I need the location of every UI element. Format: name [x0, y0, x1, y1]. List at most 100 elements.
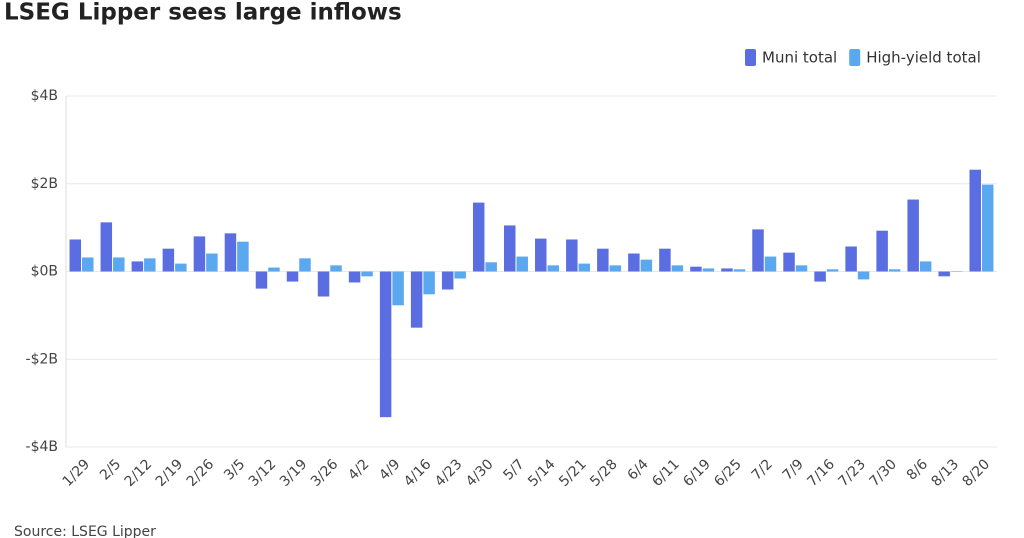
x-tick-label: 4/9	[376, 456, 403, 483]
bar	[193, 236, 206, 272]
y-tick-label: $2B	[31, 176, 58, 192]
bar	[857, 271, 870, 280]
bar	[969, 169, 981, 272]
legend-swatch	[745, 49, 756, 66]
bar	[268, 267, 280, 272]
bar	[516, 256, 528, 272]
x-tick-label: 6/11	[649, 456, 683, 490]
bar	[628, 253, 640, 272]
bar	[286, 271, 299, 282]
bar	[845, 246, 857, 272]
bar	[82, 257, 94, 272]
bar	[783, 252, 795, 272]
bar	[535, 238, 547, 272]
x-tick-label: 7/16	[804, 456, 838, 490]
bar	[410, 271, 423, 328]
bar	[640, 259, 653, 272]
x-tick-label: 2/5	[97, 456, 124, 483]
legend-label: Muni total	[762, 49, 837, 67]
bar	[826, 269, 839, 272]
bar	[423, 271, 435, 295]
bar	[733, 269, 746, 272]
bar	[206, 253, 218, 272]
bar	[609, 265, 622, 272]
bar	[659, 248, 671, 272]
bar	[224, 233, 237, 272]
bar	[578, 263, 591, 272]
x-tick-label: 7/2	[749, 456, 776, 483]
x-tick-label: 7/9	[780, 456, 807, 483]
x-tick-label: 3/26	[308, 456, 342, 490]
x-tick-label: 2/12	[122, 456, 156, 490]
x-tick-label: 5/21	[556, 456, 590, 490]
y-tick-label: $4B	[31, 88, 58, 104]
x-tick-label: 7/23	[835, 456, 869, 490]
bar	[113, 257, 125, 272]
source: Source: LSEG Lipper	[14, 524, 156, 538]
x-tick-label: 1/29	[60, 456, 94, 490]
x-tick-label: 3/5	[221, 456, 248, 483]
x-tick-label: 6/25	[711, 456, 745, 490]
x-tick-label: 8/6	[904, 456, 931, 483]
x-tick-label: 3/12	[246, 456, 280, 490]
bar	[144, 258, 156, 272]
x-tick-label: 7/30	[866, 456, 900, 490]
x-tick-label: 4/30	[463, 456, 497, 490]
legend-label: High-yield total	[866, 49, 981, 67]
y-tick-label: -$4B	[26, 439, 58, 455]
bar	[131, 261, 144, 272]
bar	[752, 229, 764, 272]
x-tick-label: 6/19	[680, 456, 714, 490]
bar	[504, 225, 516, 272]
bar	[299, 258, 311, 272]
bar	[764, 256, 777, 272]
bar	[876, 230, 888, 272]
bar	[814, 271, 826, 282]
bar	[237, 241, 249, 272]
bar	[795, 265, 808, 272]
bar	[907, 199, 919, 272]
bar	[702, 268, 715, 272]
bar	[690, 266, 702, 272]
x-tick-label: 3/19	[277, 456, 311, 490]
bar	[317, 271, 330, 297]
bar	[330, 265, 342, 272]
bar	[175, 263, 187, 272]
bar	[69, 239, 82, 272]
bar	[348, 271, 361, 283]
x-tick-label: 8/20	[960, 456, 994, 490]
bar	[671, 265, 684, 272]
bar	[162, 248, 175, 272]
x-tick-label: 5/28	[587, 456, 621, 490]
x-tick-label: 2/19	[153, 456, 187, 490]
x-tick-label: 5/7	[500, 456, 527, 483]
bar	[938, 271, 950, 277]
bar	[472, 202, 485, 272]
bar	[379, 271, 392, 418]
y-tick-label: -$2B	[26, 351, 58, 367]
x-tick-label: 2/26	[184, 456, 218, 490]
x-tick-label: 5/14	[525, 456, 559, 490]
bar	[255, 271, 268, 289]
x-tick-label: 6/4	[625, 456, 652, 483]
bar	[454, 271, 466, 279]
bar	[485, 262, 497, 272]
chart-title: LSEG Lipper sees large inflows	[4, 0, 402, 26]
bar	[441, 271, 454, 290]
bar	[721, 268, 733, 272]
x-tick-label: 4/23	[432, 456, 466, 490]
legend-swatch	[849, 49, 861, 66]
bar	[597, 248, 609, 272]
bar	[981, 184, 994, 272]
bar	[392, 271, 404, 306]
bar	[888, 269, 901, 272]
bar	[361, 271, 373, 277]
bar	[566, 239, 578, 272]
x-tick-label: 4/16	[401, 456, 435, 490]
x-tick-label: 4/2	[345, 456, 372, 483]
bar	[547, 265, 559, 272]
x-tick-label: 8/13	[929, 456, 963, 490]
y-tick-label: $0B	[31, 264, 58, 280]
bar	[100, 222, 113, 272]
